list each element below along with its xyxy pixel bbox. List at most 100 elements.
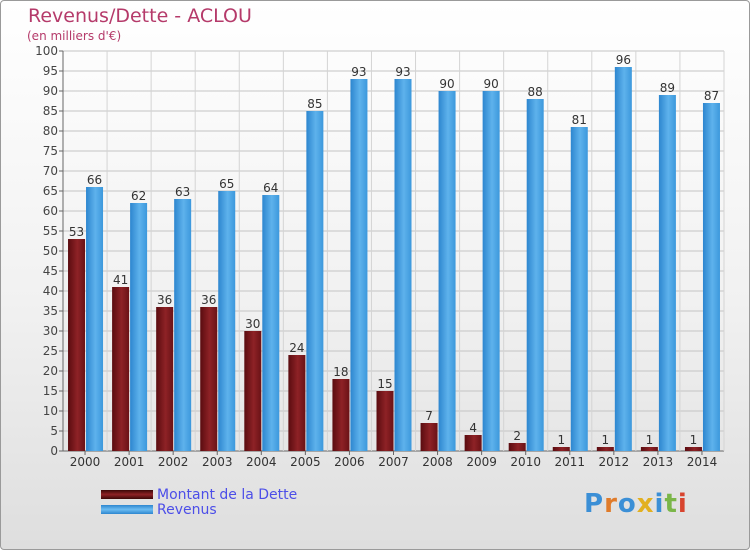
bar-dette	[244, 331, 262, 451]
bar-revenus	[86, 187, 104, 451]
bar-revenus	[218, 191, 236, 451]
logo-letter: i	[677, 489, 688, 519]
proxiti-logo: Proxiti	[584, 489, 688, 519]
x-tick-label: 2011	[554, 455, 585, 469]
x-tick-label: 2012	[599, 455, 630, 469]
data-label-dette: 30	[245, 317, 260, 331]
bar-dette	[156, 307, 174, 451]
data-label-revenus: 96	[616, 53, 631, 67]
bar-dette	[640, 447, 658, 451]
legend-swatch-revenus	[101, 505, 153, 514]
bar-dette	[112, 287, 130, 451]
bar-revenus	[570, 127, 588, 451]
logo-letter: r	[604, 489, 618, 519]
data-label-dette: 1	[646, 433, 654, 447]
data-label-dette: 41	[113, 273, 128, 287]
x-tick-label: 2014	[687, 455, 718, 469]
data-label-dette: 4	[469, 421, 477, 435]
x-tick-label: 2002	[158, 455, 189, 469]
x-tick-label: 2005	[290, 455, 321, 469]
chart-subtitle: (en milliers d'€)	[27, 29, 122, 43]
y-tick-label: 20	[43, 364, 58, 378]
y-tick-label: 95	[43, 64, 58, 78]
data-label-dette: 36	[157, 293, 172, 307]
data-label-revenus: 85	[307, 97, 322, 111]
data-label-revenus: 65	[219, 177, 234, 191]
bar-dette	[420, 423, 438, 451]
logo-letter: o	[617, 489, 637, 519]
logo-letter: t	[664, 489, 678, 519]
bar-dette	[552, 447, 570, 451]
x-tick-label: 2004	[246, 455, 277, 469]
bar-dette	[464, 435, 482, 451]
bar-dette	[200, 307, 218, 451]
y-tick-label: 80	[43, 124, 58, 138]
y-tick-label: 45	[43, 264, 58, 278]
legend-label-dette: Montant de la Dette	[157, 486, 298, 503]
y-tick-label: 5	[50, 424, 58, 438]
legend-item-dette: Montant de la Dette	[101, 486, 298, 503]
data-label-dette: 36	[201, 293, 216, 307]
bar-revenus	[614, 67, 632, 451]
data-label-dette: 53	[69, 225, 84, 239]
y-tick-label: 0	[50, 444, 58, 458]
bar-dette	[288, 355, 306, 451]
data-label-revenus: 64	[263, 181, 278, 195]
data-label-revenus: 93	[395, 65, 410, 79]
y-tick-label: 35	[43, 304, 58, 318]
x-tick-label: 2013	[643, 455, 674, 469]
chart-title: Revenus/Dette - ACLOU	[28, 5, 252, 27]
bar-dette	[508, 443, 526, 451]
y-tick-label: 50	[43, 244, 58, 258]
bar-revenus	[350, 79, 368, 451]
y-tick-label: 65	[43, 184, 58, 198]
bar-revenus	[394, 79, 412, 451]
data-label-dette: 1	[602, 433, 610, 447]
data-label-revenus: 93	[351, 65, 366, 79]
data-labels: 53 66 41 62 36 63 36 65 30 64 24 85 18 93 15 93 7 90 4 90 2 8…	[69, 53, 719, 447]
data-label-dette: 18	[333, 365, 348, 379]
x-tick-label: 2009	[466, 455, 497, 469]
y-tick-label: 10	[43, 404, 58, 418]
bar-dette	[684, 447, 702, 451]
x-tick-label: 2003	[202, 455, 233, 469]
x-tick-label: 2006	[334, 455, 365, 469]
data-label-revenus: 88	[528, 85, 543, 99]
bars	[68, 67, 720, 451]
bar-revenus	[702, 103, 720, 451]
y-tick-label: 75	[43, 144, 58, 158]
bar-revenus	[174, 199, 192, 451]
y-tick-label: 15	[43, 384, 58, 398]
data-label-dette: 24	[289, 341, 304, 355]
y-tick-label: 60	[43, 204, 58, 218]
bar-dette	[596, 447, 614, 451]
data-label-revenus: 62	[131, 189, 146, 203]
y-tick-label: 85	[43, 104, 58, 118]
data-label-revenus: 90	[483, 77, 498, 91]
bar-revenus	[526, 99, 544, 451]
logo-letter: i	[654, 489, 665, 519]
data-label-revenus: 66	[87, 173, 102, 187]
x-tick-label: 2007	[378, 455, 409, 469]
y-tick-label: 100	[35, 44, 58, 58]
y-tick-label: 55	[43, 224, 58, 238]
bar-revenus	[306, 111, 324, 451]
legend-swatch-dette	[101, 490, 153, 499]
y-tick-label: 40	[43, 284, 58, 298]
data-label-revenus: 87	[704, 89, 719, 103]
data-label-revenus: 89	[660, 81, 675, 95]
data-label-dette: 15	[377, 377, 392, 391]
bar-revenus	[482, 91, 500, 451]
y-tick-label: 90	[43, 84, 58, 98]
bar-revenus	[658, 95, 676, 451]
axes: 0 5 10 15 20 25 30 35 40 45 50 55 60 65 70 75 80 85 90 95 10…	[35, 44, 717, 469]
data-label-revenus: 90	[439, 77, 454, 91]
logo-letter: P	[584, 489, 605, 519]
data-label-dette: 1	[557, 433, 565, 447]
data-label-dette: 1	[690, 433, 698, 447]
y-tick-label: 70	[43, 164, 58, 178]
bar-revenus	[262, 195, 280, 451]
grid-lines	[62, 50, 725, 452]
